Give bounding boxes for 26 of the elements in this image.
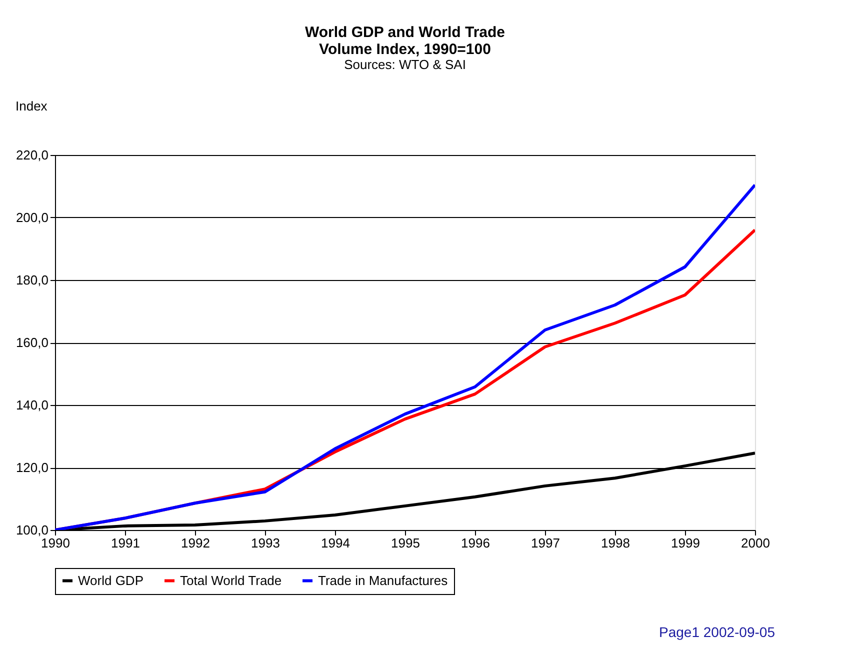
legend-label: Total World Trade — [180, 572, 282, 588]
chart-title: World GDP and World Trade — [304, 24, 506, 41]
x-tick-label: 2000 — [741, 536, 770, 550]
x-tick-label: 1995 — [391, 536, 420, 550]
x-tick-label: 1992 — [181, 536, 210, 550]
x-tick-label: 1998 — [601, 536, 630, 550]
x-tick-label: 1994 — [321, 536, 350, 550]
x-tick-label: 1997 — [531, 536, 560, 550]
source-note: Sources: WTO & SAI — [344, 57, 466, 72]
y-tick-label: 100,0 — [16, 522, 48, 538]
x-tick-label: 1991 — [111, 536, 140, 550]
y-tick-label: 220,0 — [16, 148, 48, 162]
y-tick-label: 160,0 — [16, 335, 48, 350]
y-tick-label: 140,0 — [16, 398, 48, 412]
x-tick-label: 1999 — [671, 536, 700, 550]
y-tick-label: 180,0 — [16, 272, 48, 288]
y-tick-label: 200,0 — [16, 210, 48, 225]
legend-label: World GDP — [78, 572, 144, 588]
x-tick-label: 1993 — [251, 536, 280, 550]
x-tick-label: 1996 — [461, 536, 490, 550]
y-axis-title: Index — [16, 98, 48, 114]
x-tick-label: 1990 — [41, 536, 70, 550]
chart-subtitle: Volume Index, 1990=100 — [319, 41, 491, 58]
text: Page1 2002-09-05 — [659, 624, 776, 640]
legend-label: Trade in Manufactures — [318, 572, 448, 588]
y-tick-label: 120,0 — [16, 460, 48, 475]
